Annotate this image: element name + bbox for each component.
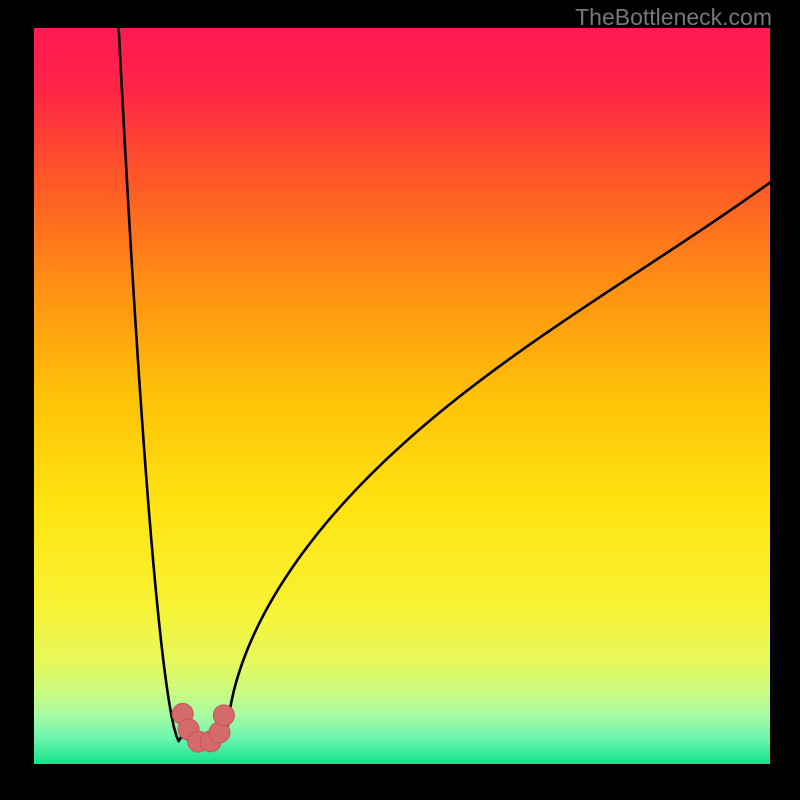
bottleneck-curve [119,28,770,742]
curve-layer [0,0,800,800]
figure-root: TheBottleneck.com [0,0,800,800]
valley-knots-group [172,703,234,752]
valley-knot [213,705,234,726]
watermark-text: TheBottleneck.com [575,4,772,31]
